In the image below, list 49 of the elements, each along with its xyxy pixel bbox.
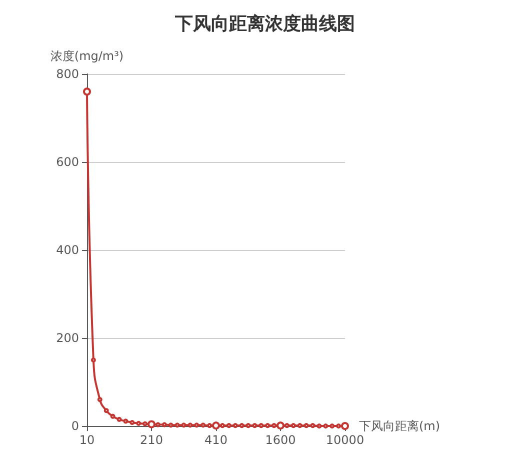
y-tick-label: 400 xyxy=(56,243,79,257)
point xyxy=(168,422,174,428)
point xyxy=(116,416,122,422)
x-axis-title: 下风向距离(m) xyxy=(359,419,440,433)
point xyxy=(226,423,232,428)
x-tick-label: 410 xyxy=(204,433,228,447)
point xyxy=(220,423,225,428)
point xyxy=(162,422,167,428)
point xyxy=(252,423,258,428)
point xyxy=(97,397,102,402)
point xyxy=(90,358,96,362)
point xyxy=(174,422,180,428)
point xyxy=(123,418,128,424)
y-tick-label: 600 xyxy=(56,155,79,169)
point xyxy=(246,423,251,428)
point xyxy=(310,423,316,428)
point xyxy=(258,423,264,428)
x-tick-label: 10000 xyxy=(326,433,364,447)
point xyxy=(181,422,186,428)
point xyxy=(239,423,244,428)
point xyxy=(155,422,160,428)
x-tick-label: 10 xyxy=(79,433,95,447)
point xyxy=(284,423,290,428)
point xyxy=(142,421,148,426)
point xyxy=(336,424,342,428)
point xyxy=(136,420,142,426)
x-tick-label: 1600 xyxy=(265,433,296,447)
point xyxy=(110,414,116,419)
point xyxy=(290,423,296,428)
x-tick-label: 210 xyxy=(140,433,163,447)
point xyxy=(104,408,109,414)
point xyxy=(316,424,322,428)
point xyxy=(297,423,302,428)
point xyxy=(188,422,193,428)
chart-title: 下风向距离浓度曲线图 xyxy=(174,14,355,34)
y-tick-label: 800 xyxy=(56,67,79,81)
point xyxy=(304,423,309,428)
point xyxy=(330,424,335,428)
y-tick-label: 0 xyxy=(71,419,79,433)
point xyxy=(207,423,212,428)
point xyxy=(323,424,328,428)
point xyxy=(130,420,135,425)
point xyxy=(272,423,277,428)
point xyxy=(194,422,200,428)
point xyxy=(232,423,238,428)
point xyxy=(265,423,270,428)
point xyxy=(200,422,206,428)
y-axis-title: 浓度(mg/m³) xyxy=(50,49,124,63)
y-tick-label: 200 xyxy=(56,331,79,345)
